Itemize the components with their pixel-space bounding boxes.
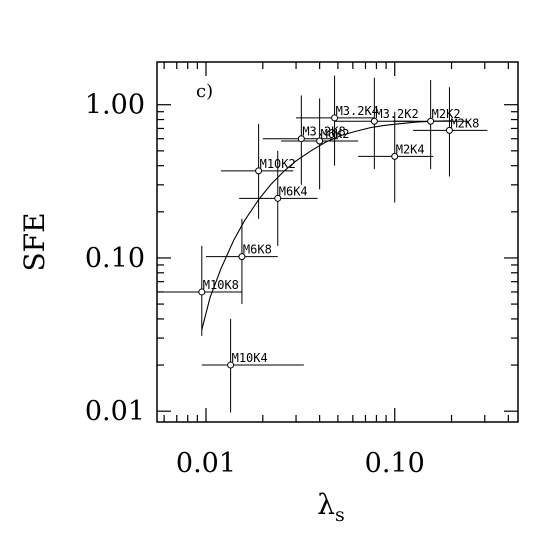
- data-point: [316, 137, 324, 145]
- fit-curve: [201, 120, 452, 330]
- point-label: M3.2K2: [375, 107, 418, 121]
- point-label: M10K2: [260, 157, 296, 171]
- x-tick-label: 0.10: [365, 448, 425, 479]
- data-point: [255, 167, 263, 175]
- point-label: M10K8: [203, 278, 239, 292]
- data-point-layer: [198, 114, 453, 369]
- fit-curve-layer: [201, 120, 452, 330]
- point-label: M3.2K4: [336, 104, 379, 118]
- x-axis-title-main: λ: [317, 488, 335, 521]
- data-point: [198, 288, 206, 296]
- point-label: M2K4: [396, 142, 425, 156]
- data-point: [227, 361, 235, 369]
- point-label: M3.2K8: [302, 125, 345, 139]
- panel-label: c): [196, 81, 213, 102]
- y-tick-label: 0.01: [85, 396, 145, 427]
- y-tick-label: 1.00: [85, 90, 145, 121]
- x-axis-title: λs: [317, 488, 345, 526]
- data-point: [331, 114, 339, 122]
- data-point: [445, 126, 453, 134]
- data-point: [297, 135, 305, 143]
- data-point: [391, 152, 399, 160]
- x-tick-label: 0.01: [176, 448, 236, 479]
- data-point: [427, 117, 435, 125]
- point-label: M6K2: [321, 127, 350, 141]
- data-point: [370, 117, 378, 125]
- axes-layer: [156, 61, 519, 423]
- data-point: [238, 253, 246, 261]
- x-axis-title-subscript: s: [335, 504, 345, 526]
- y-axis-title: SFE: [18, 212, 51, 271]
- point-label: M2K8: [450, 116, 479, 130]
- point-label: M6K8: [243, 243, 272, 257]
- point-label: M2K2: [432, 107, 461, 121]
- data-point: [274, 194, 282, 202]
- y-tick-label: 0.10: [85, 243, 145, 274]
- point-label: M6K4: [279, 184, 308, 198]
- point-label: M10K4: [232, 351, 268, 365]
- point-label-layer: M10K8M10K4M6K8M10K2M6K4M3.2K8M6K2M3.2K4M…: [203, 104, 480, 365]
